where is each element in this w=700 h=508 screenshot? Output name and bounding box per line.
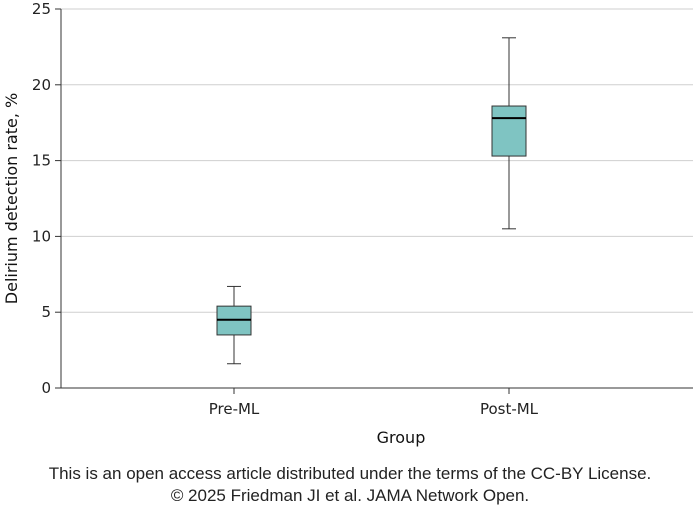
x-axis-title: Group <box>377 428 426 447</box>
box-post-ml <box>491 37 527 230</box>
box-plot: 0 5 10 15 20 25 Pre-ML Post-ML Group Delirium … <box>2 0 693 447</box>
interquartile-box <box>491 105 527 157</box>
copyright-notice: © 2025 Friedman JI et al. JAMA Network O… <box>170 486 530 505</box>
y-tick-label: 10 <box>32 227 51 245</box>
gridlines <box>61 8 693 313</box>
y-tick-label: 5 <box>41 303 51 321</box>
x-tick-label: Post-ML <box>480 400 539 418</box>
box-pre-ml <box>216 285 252 365</box>
x-axis-ticks: Pre-ML Post-ML <box>209 388 539 418</box>
y-axis-ticks: 0 5 10 15 20 25 <box>32 0 61 397</box>
y-axis-title: Delirium detection rate, % <box>2 93 21 304</box>
license-notice: This is an open access article distribut… <box>48 464 652 483</box>
y-tick-label: 25 <box>32 0 51 18</box>
y-tick-label: 15 <box>32 152 51 170</box>
x-tick-label: Pre-ML <box>209 400 260 418</box>
y-tick-label: 0 <box>41 379 51 397</box>
box-series <box>216 37 527 365</box>
y-tick-label: 20 <box>32 76 51 94</box>
